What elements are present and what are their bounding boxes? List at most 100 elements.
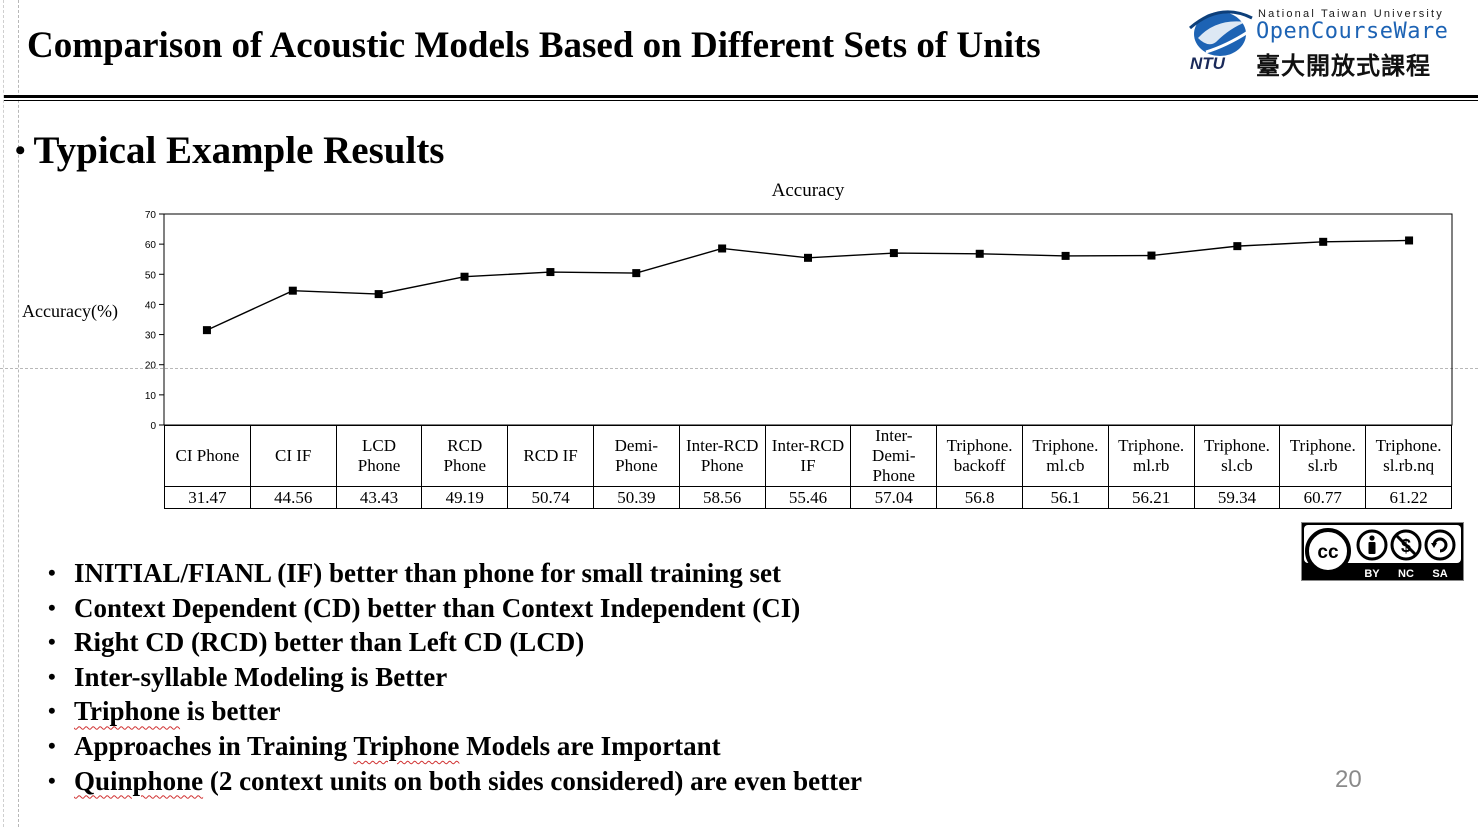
bullet-dot-icon: • xyxy=(48,732,56,758)
license-label-sa: SA xyxy=(1432,568,1447,580)
university-name: National Taiwan University xyxy=(1258,8,1444,20)
category-label: RCD IF xyxy=(507,425,594,487)
category-label: CI IF xyxy=(249,425,337,487)
data-point xyxy=(1233,242,1242,251)
value-label: 50.74 xyxy=(507,486,594,509)
category-label: Demi- Phone xyxy=(592,425,680,487)
cc-icon-text: cc xyxy=(1317,542,1339,563)
bullet-dot-icon: • xyxy=(48,560,56,585)
category-label: RCD Phone xyxy=(421,425,509,487)
value-label: 56.21 xyxy=(1107,486,1195,509)
category-label: Inter- Demi- Phone xyxy=(850,425,938,487)
ntu-mark: NTU xyxy=(1190,54,1225,73)
value-label: 61.22 xyxy=(1365,486,1452,509)
value-label: 31.47 xyxy=(164,486,251,509)
data-point xyxy=(1061,251,1070,260)
category-label: Triphone. ml.cb xyxy=(1021,425,1109,487)
chart-data-table: CI Phone CI IF LCD Phone RCD Phone RCD IF Demi-… xyxy=(164,425,1452,509)
category-label: Inter-RCD IF xyxy=(764,425,852,487)
data-point xyxy=(288,286,297,295)
data-point xyxy=(202,326,211,335)
category-label: Triphone. ml.rb xyxy=(1107,425,1195,487)
data-point xyxy=(546,268,555,277)
value-label: 58.56 xyxy=(678,486,766,509)
value-row: 31.47 44.56 43.43 49.19 50.74 50.39 58.56 55.46… xyxy=(164,486,1452,509)
category-label: LCD Phone xyxy=(335,425,423,487)
data-point xyxy=(889,249,898,258)
bullet-list: • INITIAL/FIANL (IF) better than phone fo… xyxy=(48,556,862,798)
data-point xyxy=(632,269,641,278)
page-number: 20 xyxy=(1335,766,1362,793)
accuracy-chart: Accuracy Accuracy(%) 0 10 20 30 40 50 60 70 xyxy=(22,180,1453,430)
value-label: 55.46 xyxy=(764,486,852,509)
cc-icon xyxy=(1305,528,1351,574)
category-label: Triphone. sl.rb xyxy=(1279,425,1367,487)
data-point xyxy=(1147,251,1156,260)
data-point xyxy=(804,253,812,262)
guide-line-vertical xyxy=(18,0,19,827)
y-tick-label: 60 xyxy=(145,240,157,251)
y-tick-label: 30 xyxy=(145,331,157,342)
data-point xyxy=(1405,236,1414,245)
value-label: 49.19 xyxy=(421,486,509,509)
bullet-item: • Right CD (RCD) better than Left CD (LCD… xyxy=(48,627,585,658)
bullet-icon: • xyxy=(15,134,26,167)
category-label: CI Phone xyxy=(164,425,251,487)
subtitle-text: Typical Example Results xyxy=(33,129,445,172)
brand-name-chinese: 臺大開放式課程 xyxy=(1256,52,1431,80)
category-label: Triphone. backoff xyxy=(936,425,1023,487)
value-label: 56.1 xyxy=(1021,486,1109,509)
data-point xyxy=(1319,237,1328,246)
category-label: Triphone. sl.rb.nq xyxy=(1365,425,1452,487)
bullet-item: • Inter-syllable Modeling is Better xyxy=(48,661,448,692)
value-label: 50.39 xyxy=(592,486,680,509)
category-label: Inter-RCD Phone xyxy=(678,425,766,487)
bullet-dot-icon: • xyxy=(48,698,56,724)
y-tick-label: 50 xyxy=(145,270,157,281)
y-tick-label: 10 xyxy=(145,391,157,402)
data-point xyxy=(460,272,469,281)
y-tick-label: 0 xyxy=(150,421,156,430)
y-tick-label: 70 xyxy=(145,210,157,221)
category-label-row: CI Phone CI IF LCD Phone RCD Phone RCD IF Demi-… xyxy=(164,425,1452,487)
spellcheck-flagged-word: Triphone xyxy=(74,696,181,727)
globe-icon xyxy=(1189,10,1253,56)
data-point xyxy=(718,244,727,253)
data-point xyxy=(975,249,984,258)
bullet-dot-icon: • xyxy=(48,767,56,793)
cc-license-badge: cc $ BY NC SA xyxy=(1301,522,1464,581)
bullet-dot-icon: • xyxy=(48,594,56,620)
value-label: 59.34 xyxy=(1193,486,1281,509)
value-label: 57.04 xyxy=(850,486,938,509)
value-label: 43.43 xyxy=(335,486,423,509)
spellcheck-flagged-word: Quinphone xyxy=(74,765,204,796)
value-label: 56.8 xyxy=(936,486,1023,509)
license-label-nc: NC xyxy=(1398,568,1414,580)
y-tick-label: 40 xyxy=(145,300,157,311)
title-rule-thick xyxy=(4,95,1478,98)
spellcheck-flagged-word: Triphone xyxy=(353,730,460,761)
bullet-item: • Context Dependent (CD) better than Cont… xyxy=(48,592,801,623)
brand-name: OpenCourseWare xyxy=(1256,19,1449,44)
chart-title: Accuracy xyxy=(772,180,845,201)
bullet-item: • Quinphone (2 context units on both side… xyxy=(48,765,863,796)
y-tick-label: 20 xyxy=(145,361,157,372)
data-point xyxy=(374,290,383,299)
bullet-item: • INITIAL/FIANL (IF) better than phone fo… xyxy=(48,558,782,588)
slide-title: Comparison of Acoustic Models Based on D… xyxy=(27,25,1041,66)
bullet-item: • Triphone is better xyxy=(48,696,281,727)
guide-line-horizontal xyxy=(0,368,1478,369)
subtitle: • Typical Example Results xyxy=(15,128,444,173)
title-rule-thin xyxy=(4,100,1478,101)
category-label: Triphone. sl.cb xyxy=(1193,425,1281,487)
license-label-by: BY xyxy=(1364,568,1380,580)
bullet-item: • Approaches in Training Triphone Models … xyxy=(48,730,721,761)
sa-icon xyxy=(1424,529,1456,561)
bullet-dot-icon: • xyxy=(48,629,56,655)
bullet-dot-icon: • xyxy=(48,663,56,689)
value-label: 60.77 xyxy=(1279,486,1367,509)
guide-line-left xyxy=(3,0,4,827)
y-axis-label: Accuracy(%) xyxy=(22,301,118,322)
ntu-ocw-logo: NTU National Taiwan University OpenCours… xyxy=(1186,6,1468,82)
value-label: 44.56 xyxy=(249,486,337,509)
